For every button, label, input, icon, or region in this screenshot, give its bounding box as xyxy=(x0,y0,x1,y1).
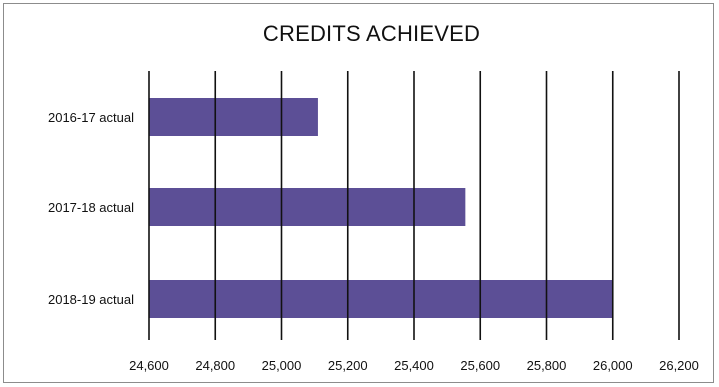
bar xyxy=(149,280,613,318)
x-tick-label: 26,000 xyxy=(593,358,633,373)
x-tick-label: 25,800 xyxy=(527,358,567,373)
x-tick-label: 26,200 xyxy=(659,358,699,373)
x-tick-label: 24,800 xyxy=(195,358,235,373)
category-label: 2018-19 actual xyxy=(48,292,134,307)
bar xyxy=(149,98,318,136)
x-tick-label: 25,000 xyxy=(262,358,302,373)
chart-title: CREDITS ACHIEVED xyxy=(262,21,481,46)
category-label: 2017-18 actual xyxy=(48,200,134,215)
bar xyxy=(149,188,466,226)
x-tick-label: 25,600 xyxy=(460,358,500,373)
x-tick-label: 25,200 xyxy=(328,358,368,373)
x-tick-label: 25,400 xyxy=(394,358,434,373)
x-tick-label: 24,600 xyxy=(129,358,169,373)
category-label: 2016-17 actual xyxy=(48,110,134,125)
